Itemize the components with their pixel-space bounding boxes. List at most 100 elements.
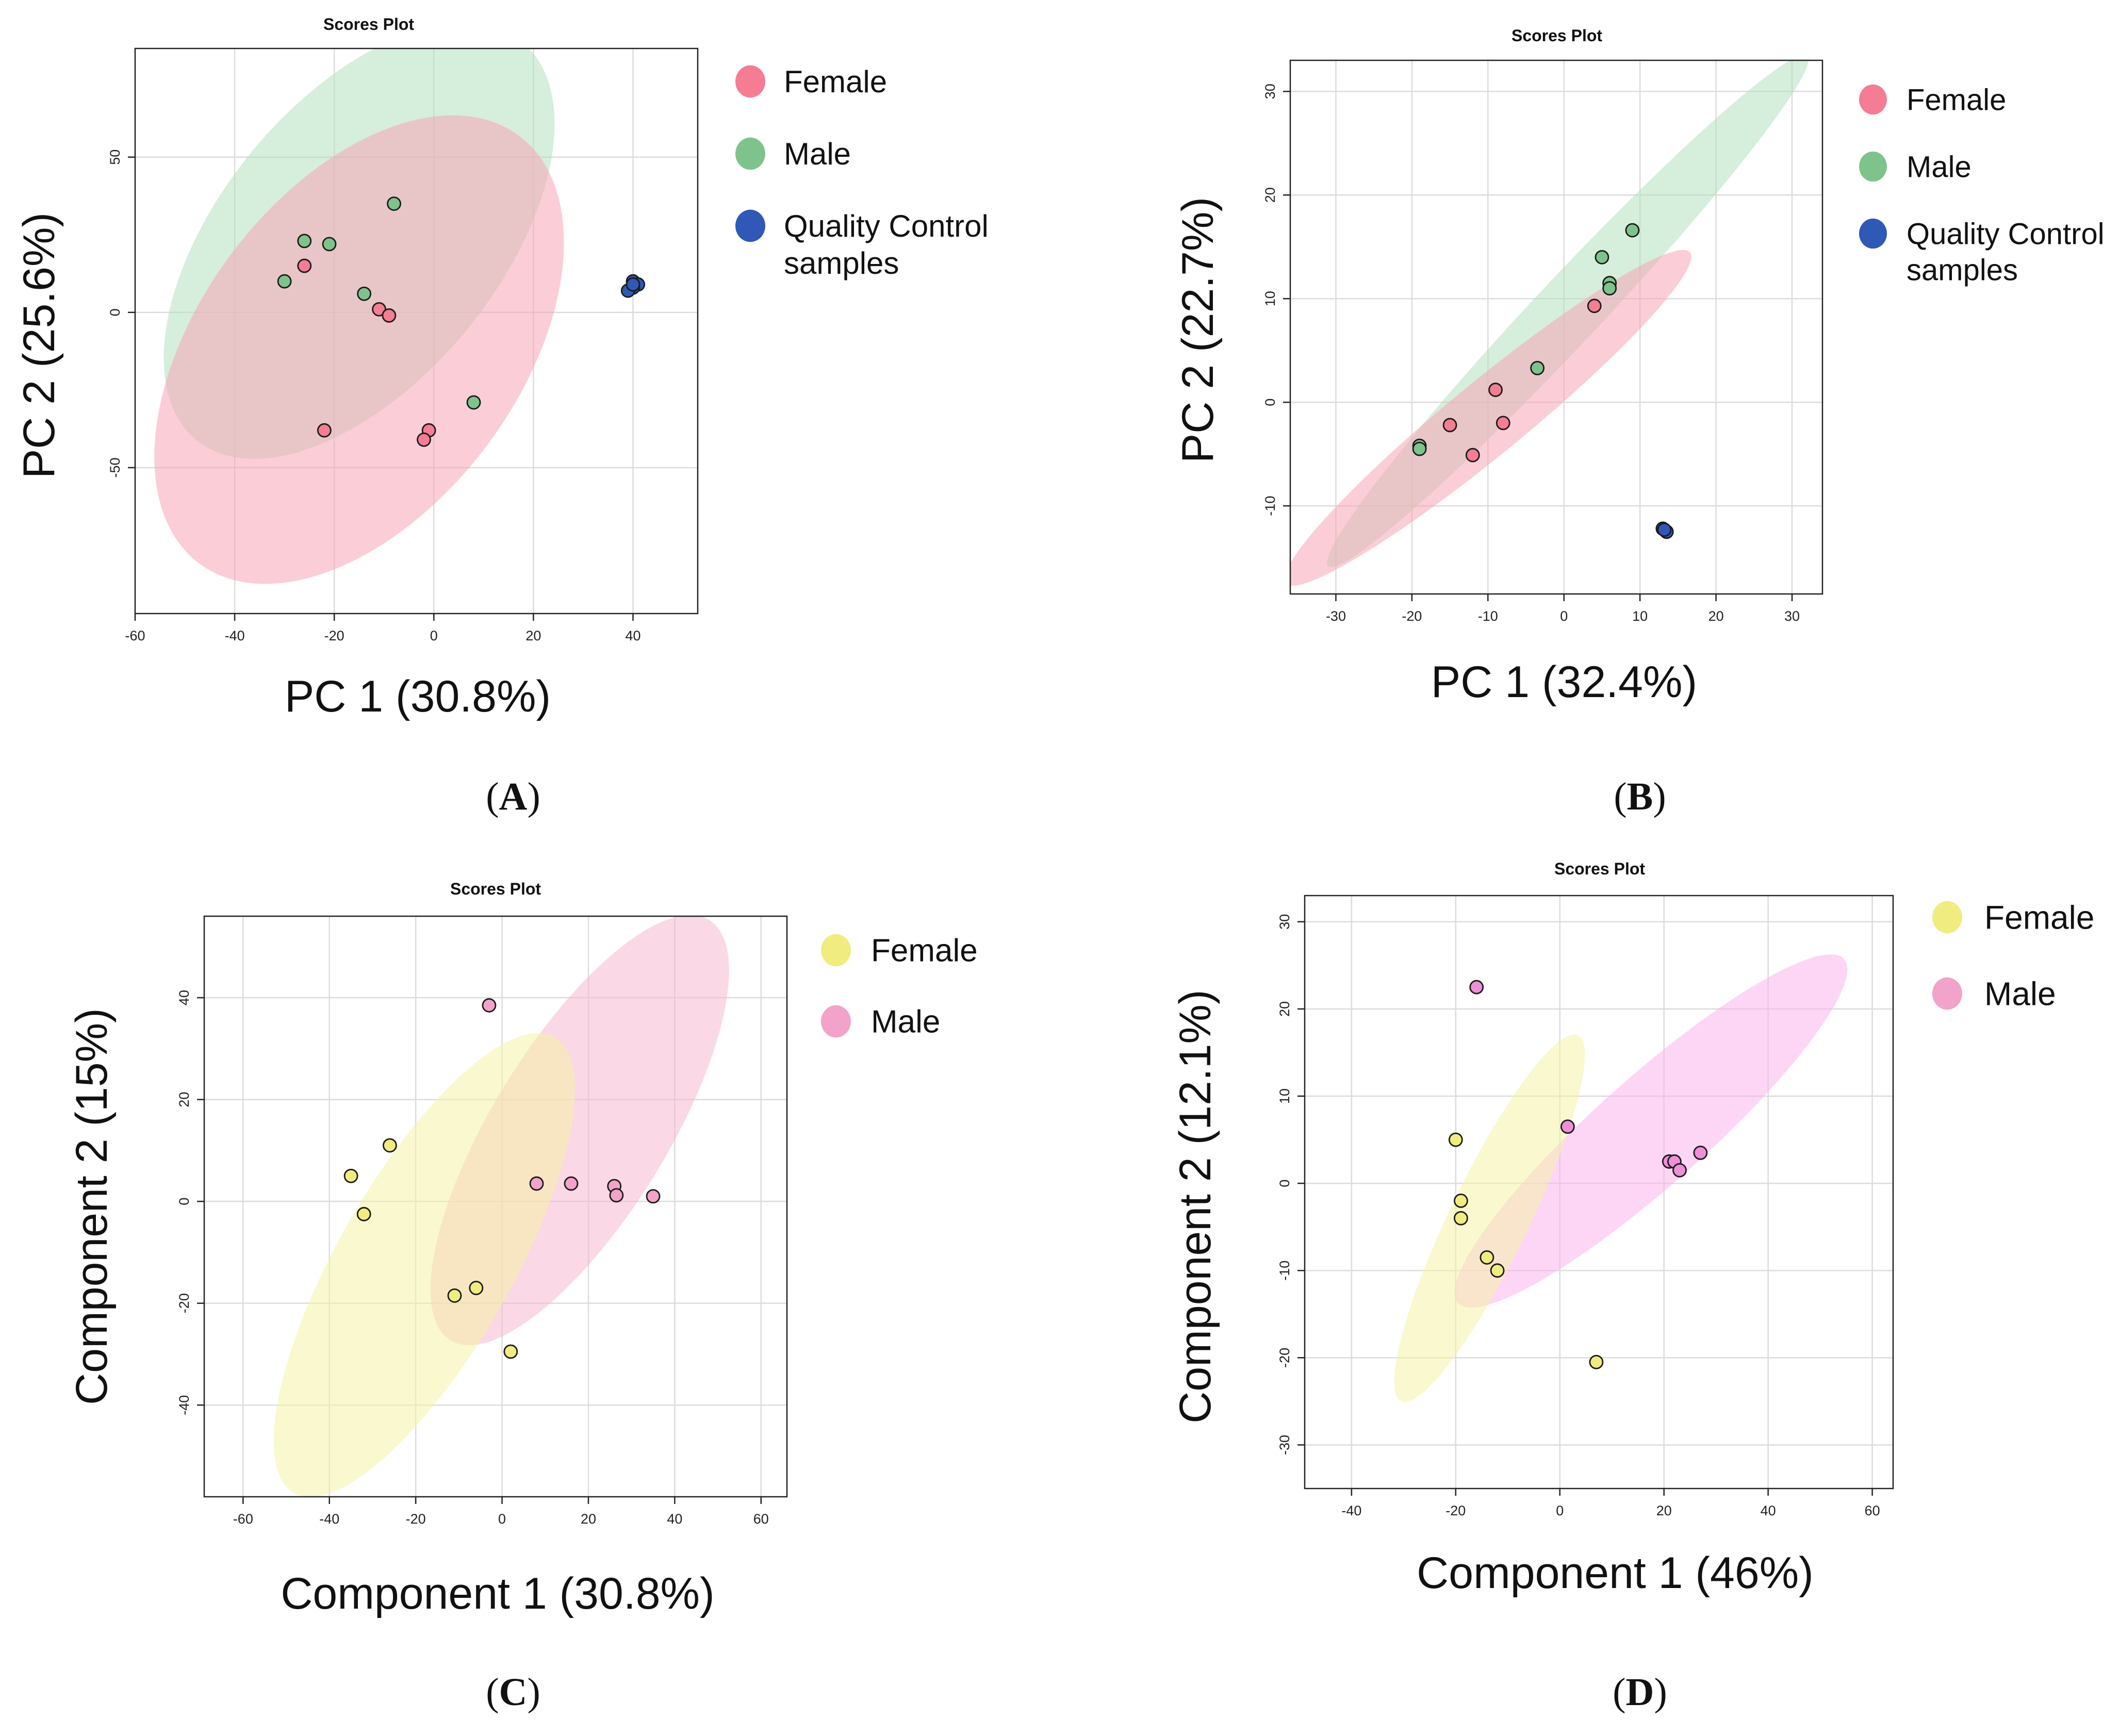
data-point-female [297, 258, 312, 273]
panel-label: (D) [1613, 1671, 1667, 1714]
data-point-quality-control-samples [1657, 522, 1672, 537]
plot-frame [1289, 59, 1823, 595]
legend-label: Male [871, 1004, 940, 1040]
x-axis: -60 -40 -20 0 20 40 [125, 614, 641, 643]
data-point-female [1448, 1132, 1463, 1147]
data-point-female [1495, 416, 1510, 431]
chart-title: Scores Plot [323, 15, 414, 34]
data-point-female [469, 1281, 484, 1295]
data-point-male [1595, 250, 1609, 264]
data-points [277, 196, 646, 447]
x-tick-label: 60 [753, 1511, 769, 1527]
y-axis-label: PC 2 (22.7%) [1173, 197, 1223, 463]
legend-swatch-quality-control [1859, 218, 1887, 249]
confidence-ellipses [1290, 60, 1809, 586]
data-point-male [466, 395, 481, 410]
y-axis-label: Component 2 (15%) [67, 1008, 117, 1405]
x-axis-label: PC 1 (30.8%) [285, 672, 551, 721]
y-tick-label: -30 [1277, 1435, 1292, 1455]
x-tick-label: -60 [233, 1511, 253, 1527]
confidence-ellipses [1394, 954, 1848, 1402]
legend-label: Male [1907, 150, 1971, 184]
data-point-female [343, 1168, 358, 1183]
panel-label: (C) [486, 1671, 540, 1714]
data-point-male [564, 1176, 579, 1191]
y-tick-label: 20 [176, 1092, 192, 1107]
data-point-female [1454, 1194, 1468, 1208]
x-tick-label: 0 [1560, 608, 1568, 624]
y-tick-label: 0 [1262, 399, 1278, 406]
x-tick-label: -10 [1478, 608, 1498, 624]
legend-swatch-female [735, 65, 765, 98]
x-tick-label: 40 [625, 628, 640, 643]
x-axis: -60 -40 -20 0 20 40 60 [233, 1497, 769, 1527]
data-points [343, 998, 661, 1359]
chart-title: Scores Plot [1554, 859, 1645, 878]
ellipse-female [1394, 1034, 1585, 1402]
x-tick-label: 40 [1761, 1503, 1776, 1518]
x-tick-label: -20 [1402, 608, 1422, 624]
data-point-female [1589, 1354, 1604, 1369]
ellipse-male [1454, 954, 1848, 1308]
data-points [1412, 223, 1674, 539]
data-point-female [356, 1206, 371, 1221]
data-point-quality-control-samples [626, 277, 640, 292]
data-point-male [1602, 281, 1617, 296]
legend-label: Male [784, 137, 851, 171]
y-tick-label: 0 [107, 308, 123, 316]
data-point-female [1488, 383, 1503, 397]
x-tick-label: 30 [1784, 608, 1800, 624]
x-tick-label: 40 [667, 1511, 682, 1527]
y-tick-label: 50 [107, 150, 123, 165]
x-tick-label: -40 [225, 628, 245, 643]
legend-swatch-female [1932, 901, 1962, 934]
x-tick-label: 20 [525, 628, 541, 643]
x-tick-label: -20 [406, 1511, 426, 1527]
data-point-male [277, 274, 292, 289]
x-tick-label: -40 [1341, 1503, 1361, 1518]
y-axis: -30 -20 -10 0 10 20 30 [1277, 914, 1305, 1455]
data-point-male [1469, 980, 1484, 995]
data-point-female [447, 1288, 462, 1303]
legend-label: Quality Control [1907, 217, 2105, 251]
chart-panel-c: Scores Plot -60 -40 -20 0 20 40 60 -40 -20 0 20 40 Co… [67, 880, 978, 1714]
ellipse-female [154, 115, 564, 584]
x-axis-label: Component 1 (46%) [1417, 1548, 1814, 1598]
data-point-female [382, 308, 397, 323]
data-point-male [1530, 360, 1545, 375]
y-tick-label: -50 [107, 457, 123, 477]
legend-swatch-female [821, 934, 851, 967]
x-axis-label: PC 1 (32.4%) [1431, 657, 1697, 707]
data-point-male [1672, 1163, 1687, 1178]
data-point-male [297, 234, 312, 249]
data-point-male [529, 1176, 544, 1191]
data-point-female [383, 1138, 397, 1153]
chart-panel-d: Scores Plot -40 -20 0 20 40 60 -30 -20 -10 0 10 20 30… [1171, 859, 2094, 1714]
data-point-female [1442, 418, 1457, 433]
legend-label-line2: samples [1907, 253, 2018, 287]
data-point-female [317, 423, 332, 438]
y-tick-label: -20 [1277, 1348, 1292, 1368]
y-axis-label: PC 2 (25.6%) [14, 212, 64, 478]
y-axis-label: Component 2 (12.1%) [1171, 989, 1220, 1423]
y-tick-label: -10 [1262, 496, 1278, 516]
data-point-male [1693, 1145, 1708, 1160]
data-point-female [1465, 448, 1480, 462]
data-point-female [1490, 1263, 1505, 1278]
y-axis: -10 0 10 20 30 [1262, 84, 1290, 516]
x-tick-label: -20 [1445, 1503, 1466, 1518]
y-tick-label: -20 [176, 1293, 192, 1313]
y-tick-label: 20 [1277, 1001, 1292, 1017]
y-axis: -40 -20 0 20 40 [176, 990, 204, 1415]
x-axis-label: Component 1 (30.8%) [281, 1569, 714, 1618]
data-point-male [609, 1188, 624, 1203]
chart-title: Scores Plot [1511, 26, 1602, 45]
x-tick-label: 20 [1656, 1503, 1672, 1518]
data-point-male [387, 196, 401, 211]
data-point-female [1587, 299, 1602, 313]
y-tick-label: 30 [1277, 914, 1292, 930]
panel-label: (A) [486, 775, 540, 818]
data-point-male [322, 237, 337, 252]
